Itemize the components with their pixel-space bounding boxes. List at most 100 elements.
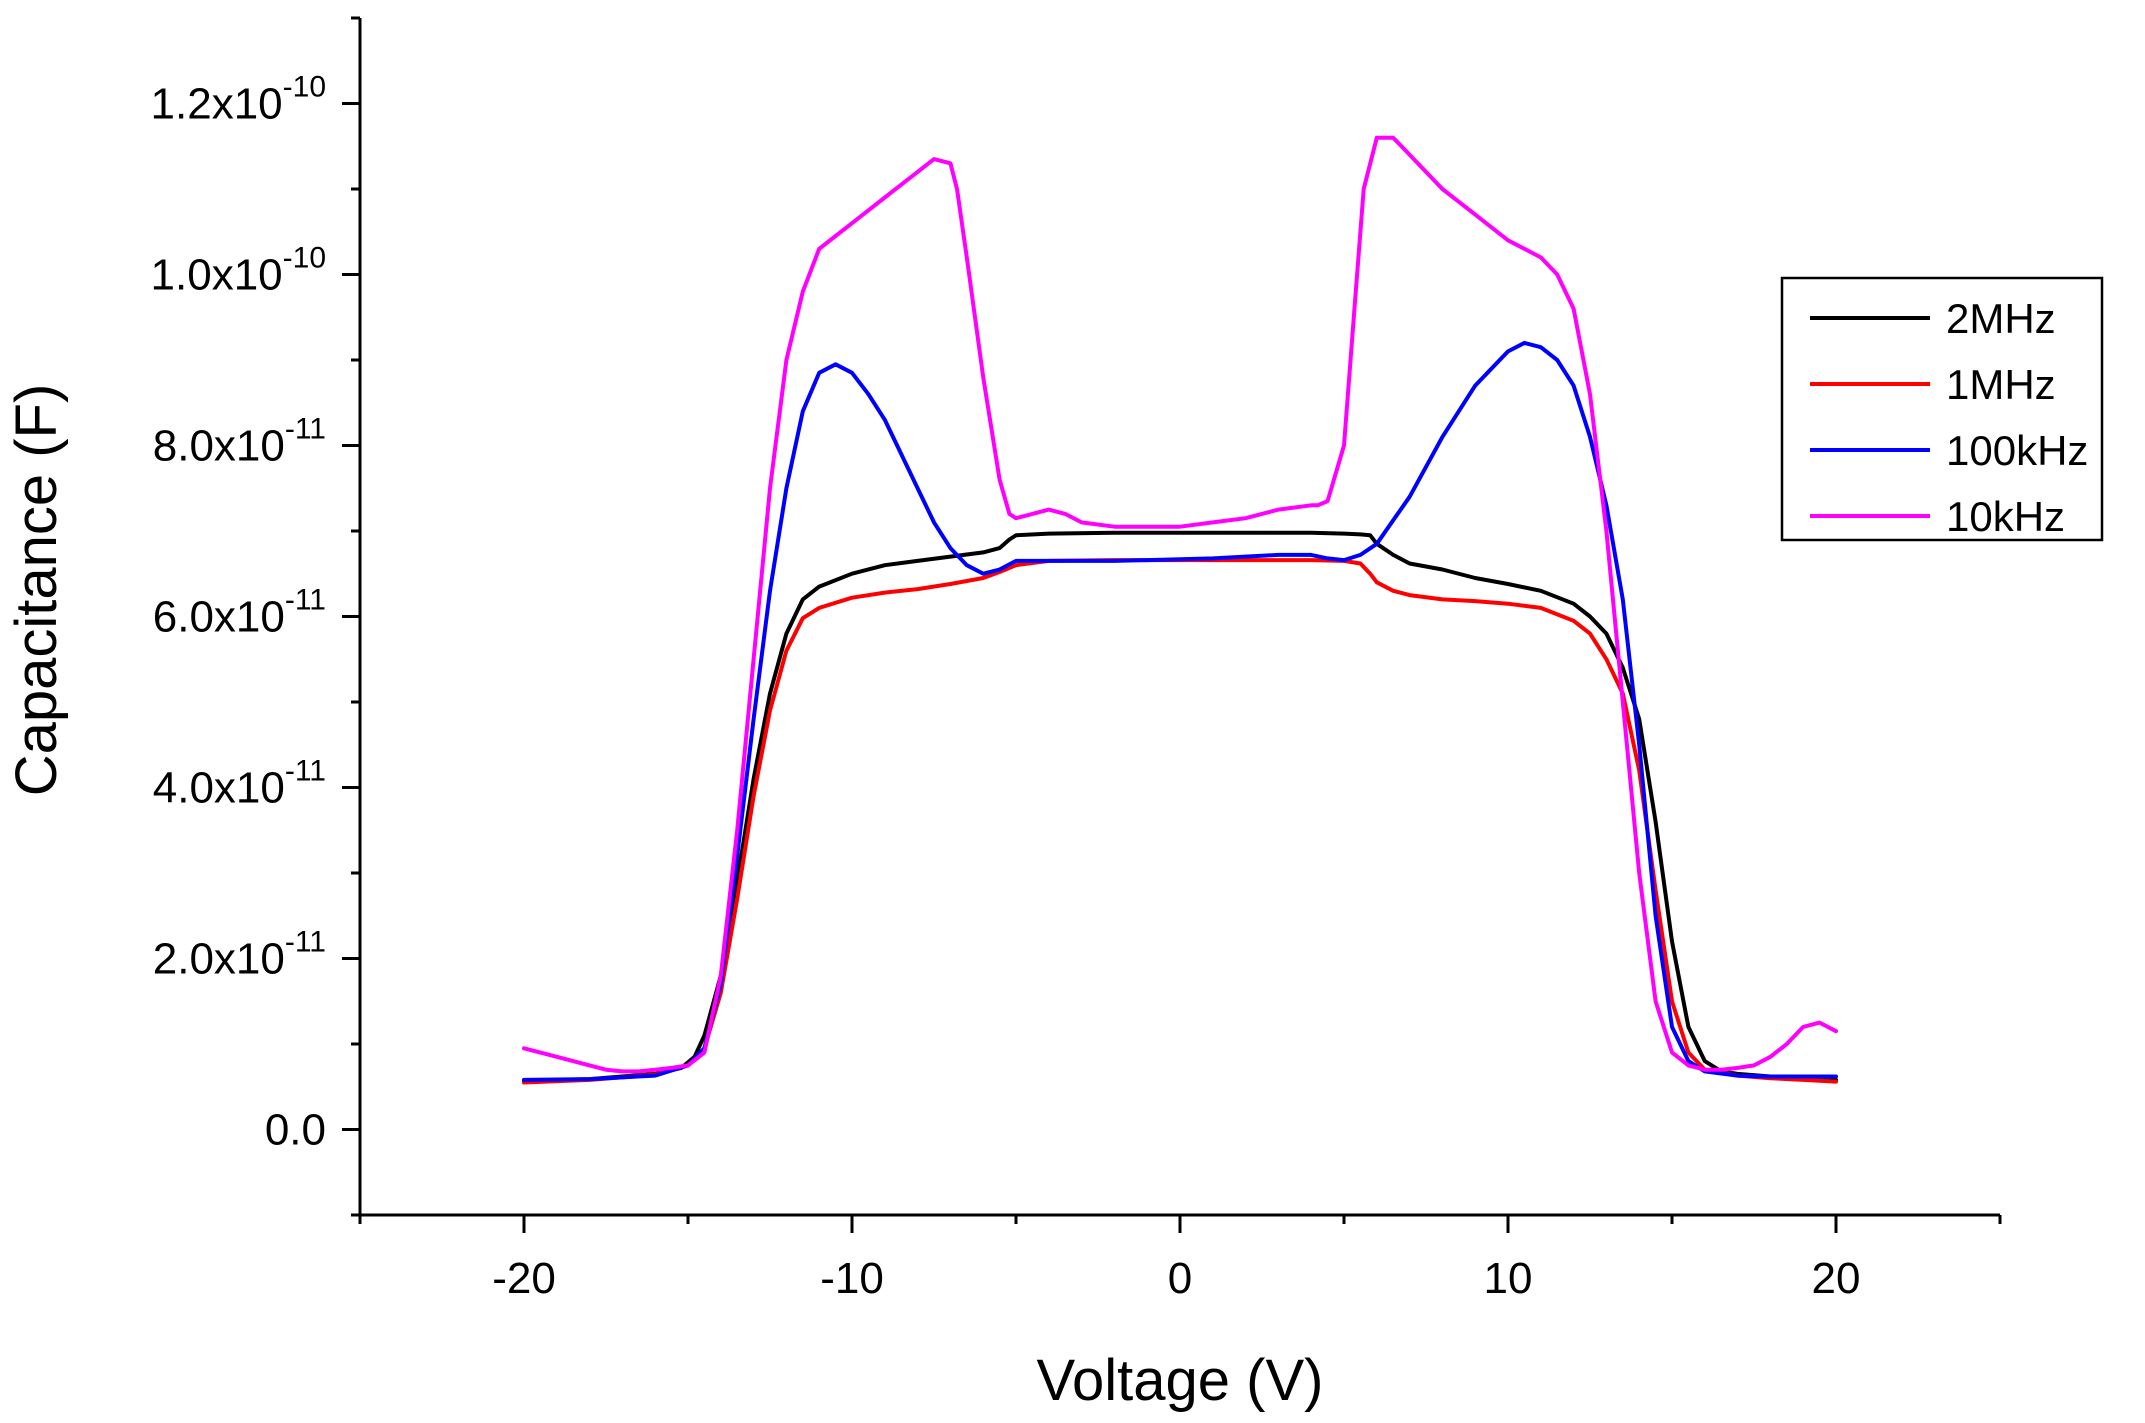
y-tick-label: 1.2x10-10 bbox=[151, 71, 326, 129]
data-point-100kHz bbox=[1604, 503, 1608, 507]
data-point-100kHz bbox=[522, 1078, 526, 1082]
data-point-2MHz bbox=[1588, 614, 1592, 619]
y-tick-mantissa: 2.0x10 bbox=[153, 935, 285, 984]
x-tick-label: 10 bbox=[1484, 1254, 1533, 1303]
series-line-1MHz bbox=[522, 558, 1838, 1085]
data-point-2MHz bbox=[1670, 939, 1674, 944]
data-point-1MHz bbox=[1539, 606, 1543, 610]
y-axis-title: Capacitance (F) bbox=[4, 384, 69, 797]
data-point-2MHz bbox=[1342, 531, 1346, 536]
data-point-2MHz bbox=[1244, 531, 1248, 535]
data-point-10kHz bbox=[1063, 512, 1067, 516]
data-point-2MHz bbox=[1368, 533, 1372, 537]
data-point-10kHz bbox=[1440, 187, 1444, 191]
data-point-1MHz bbox=[1686, 1050, 1690, 1055]
data-point-1MHz bbox=[1375, 580, 1379, 584]
data-point-100kHz bbox=[1047, 559, 1051, 563]
data-point-10kHz bbox=[702, 1050, 707, 1055]
data-point-10kHz bbox=[850, 221, 854, 225]
data-point-100kHz bbox=[768, 589, 772, 593]
data-point-100kHz bbox=[1309, 553, 1313, 557]
data-point-2MHz bbox=[1506, 582, 1510, 586]
data-point-10kHz bbox=[1047, 508, 1051, 512]
data-point-1MHz bbox=[801, 616, 805, 620]
data-point-10kHz bbox=[1342, 443, 1346, 448]
data-point-100kHz bbox=[801, 409, 805, 413]
data-point-10kHz bbox=[1375, 136, 1379, 140]
y-tick-label: 6.0x10-11 bbox=[153, 584, 326, 642]
legend-item-1MHz: 1MHz bbox=[1810, 361, 2056, 408]
data-point-100kHz bbox=[998, 567, 1002, 572]
data-point-1MHz bbox=[1368, 572, 1372, 576]
data-point-2MHz bbox=[981, 550, 985, 554]
legend-label: 100kHz bbox=[1946, 427, 2088, 474]
data-point-2MHz bbox=[1047, 531, 1051, 536]
y-tick-label: 0.0 bbox=[265, 1106, 326, 1155]
axes bbox=[358, 18, 2000, 1217]
data-point-10kHz bbox=[1473, 213, 1477, 217]
data-point-1MHz bbox=[1358, 561, 1362, 566]
legend-item-10kHz: 10kHz bbox=[1810, 493, 2065, 540]
data-point-10kHz bbox=[1834, 1029, 1838, 1033]
data-point-100kHz bbox=[965, 563, 969, 567]
data-point-10kHz bbox=[1145, 525, 1149, 529]
data-point-10kHz bbox=[1276, 508, 1280, 512]
data-point-10kHz bbox=[555, 1055, 559, 1059]
data-point-10kHz bbox=[1211, 520, 1215, 525]
y-tick-exponent: -10 bbox=[283, 242, 326, 275]
data-point-100kHz bbox=[1211, 556, 1215, 560]
data-point-1MHz bbox=[850, 596, 854, 600]
y-tick-mantissa: 6.0x10 bbox=[153, 593, 285, 642]
x-tick-label: 0 bbox=[1168, 1254, 1192, 1303]
data-point-10kHz bbox=[1818, 1021, 1822, 1025]
data-point-2MHz bbox=[1621, 666, 1625, 670]
data-point-1MHz bbox=[735, 897, 739, 901]
data-point-2MHz bbox=[1539, 589, 1543, 593]
data-point-10kHz bbox=[1316, 503, 1320, 507]
data-point-100kHz bbox=[850, 371, 854, 375]
data-point-100kHz bbox=[1080, 559, 1084, 563]
data-point-10kHz bbox=[981, 375, 985, 379]
data-point-100kHz bbox=[1375, 542, 1379, 546]
data-point-10kHz bbox=[719, 974, 723, 978]
data-point-10kHz bbox=[1785, 1042, 1789, 1046]
data-point-2MHz bbox=[883, 563, 887, 567]
data-point-100kHz bbox=[1736, 1074, 1740, 1078]
data-point-1MHz bbox=[1391, 589, 1395, 593]
x-tick-label: -20 bbox=[492, 1254, 556, 1303]
y-tick-mantissa: 1.2x10 bbox=[151, 80, 283, 129]
data-point-1MHz bbox=[948, 582, 953, 586]
data-series bbox=[522, 135, 1838, 1085]
data-point-1MHz bbox=[1244, 558, 1248, 562]
data-point-10kHz bbox=[801, 290, 805, 294]
data-point-100kHz bbox=[1326, 556, 1330, 560]
data-point-1MHz bbox=[1588, 632, 1592, 636]
series-1MHz bbox=[522, 558, 1838, 1085]
data-point-10kHz bbox=[1670, 1050, 1674, 1055]
data-point-100kHz bbox=[1834, 1074, 1838, 1079]
data-point-10kHz bbox=[686, 1063, 690, 1067]
data-point-100kHz bbox=[1588, 435, 1592, 439]
data-point-10kHz bbox=[637, 1069, 641, 1073]
data-point-1MHz bbox=[916, 587, 920, 591]
series-10kHz bbox=[522, 135, 1838, 1074]
data-point-100kHz bbox=[653, 1074, 657, 1078]
data-point-1MHz bbox=[1440, 597, 1444, 602]
data-point-10kHz bbox=[998, 478, 1002, 482]
series-line-2MHz bbox=[522, 530, 1838, 1083]
data-point-100kHz bbox=[866, 392, 871, 396]
data-point-10kHz bbox=[932, 157, 936, 161]
legend-item-100kHz: 100kHz bbox=[1810, 427, 2088, 474]
y-tick-exponent: -10 bbox=[283, 71, 326, 104]
data-point-10kHz bbox=[834, 234, 838, 238]
data-point-10kHz bbox=[752, 657, 756, 661]
data-point-100kHz bbox=[1572, 384, 1576, 388]
data-point-2MHz bbox=[1604, 632, 1608, 636]
data-point-10kHz bbox=[784, 358, 789, 362]
data-point-2MHz bbox=[702, 1033, 707, 1038]
data-point-1MHz bbox=[1604, 657, 1608, 661]
data-point-1MHz bbox=[1834, 1080, 1838, 1084]
data-point-2MHz bbox=[1112, 531, 1116, 535]
data-point-1MHz bbox=[981, 576, 985, 580]
